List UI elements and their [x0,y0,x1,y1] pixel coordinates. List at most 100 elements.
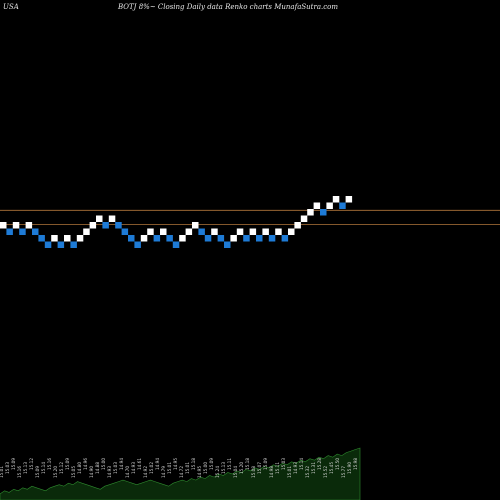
volume-label-27: 14.94 [155,458,160,470]
renko-brick-2 [6,228,13,235]
volume-area [0,447,361,500]
renko-brick-42 [262,228,269,235]
renko-brick-5 [25,222,33,229]
renko-brick-55 [345,196,353,203]
renko-brick-31 [192,222,199,229]
renko-brick-33 [204,235,212,242]
renko-brick-49 [307,209,314,216]
volume-label-13: 15.05 [71,466,76,478]
renko-brick-11 [64,235,71,242]
volume-label-23: 14.93 [131,462,136,474]
renko-brick-7 [38,235,45,242]
renko-brick-29 [179,235,186,242]
volume-label-34: 14.95 [197,466,202,478]
renko-brick-44 [275,228,282,235]
volume-label-60: 15.98 [353,458,358,470]
volume-label-49: 15.01 [287,466,292,478]
renko-brick-25 [153,235,161,242]
renko-brick-40 [249,228,257,235]
renko-brick-6 [32,228,39,235]
renko-brick-53 [332,196,340,203]
volume-label-25: 14.92 [143,466,148,478]
volume-label-1: 15.01 [0,466,4,478]
volume-label-40: 15.04 [233,466,238,478]
renko-brick-45 [281,235,289,242]
renko-brick-32 [198,228,205,235]
renko-brick-9 [51,235,58,242]
volume-label-8: 15.14 [41,462,46,474]
volume-label-7: 15.09 [35,466,40,478]
volume-label-17: 14.88 [95,462,100,474]
renko-brick-8 [44,241,52,248]
volume-label-48: 15.03 [281,458,286,470]
volume-label-56: 15.45 [329,462,334,474]
volume-label-50: 14.93 [293,462,298,474]
renko-brick-26 [160,228,167,235]
volume-label-35: 15.00 [203,462,208,474]
volume-label-21: 14.94 [119,458,124,470]
renko-brick-37 [230,235,237,242]
renko-brick-52 [326,202,333,209]
renko-brick-12 [70,241,77,248]
volume-label-19: 14.93 [107,466,112,478]
volume-label-9: 15.16 [47,458,52,470]
renko-brick-20 [121,228,129,235]
renko-brick-24 [147,228,154,235]
volume-label-51: 15.14 [299,458,304,470]
volume-label-33: 15.18 [191,458,196,470]
volume-label-53: 15.31 [311,462,316,474]
volume-label-2: 15.03 [5,462,10,474]
volume-label-20: 15.03 [113,462,118,474]
volume-label-36: 15.09 [209,458,214,470]
volume-label-31: 14.72 [179,466,184,478]
renko-brick-47 [294,222,301,229]
volume-label-29: 15.01 [167,462,172,474]
volume-label-3: 15.09 [11,458,16,470]
volume-label-59: 15.90 [347,462,352,474]
renko-brick-34 [211,228,218,235]
volume-label-26: 15.02 [149,462,154,474]
volume-label-11: 15.12 [59,462,64,474]
renko-brick-39 [243,235,250,242]
volume-label-58: 15.77 [341,466,346,478]
renko-brick-10 [57,241,65,248]
volume-label-30: 14.95 [173,458,178,470]
volume-label-32: 15.01 [185,462,190,474]
volume-label-12: 15.09 [65,458,70,470]
renko-brick-21 [128,235,135,242]
renko-brick-3 [12,222,20,229]
volume-label-41: 15.20 [239,462,244,474]
renko-brick-15 [89,222,97,229]
volume-label-22: 14.70 [125,466,130,478]
market-label: USA [3,3,19,11]
volume-label-57: 15.50 [335,458,340,470]
renko-brick-4 [19,228,26,235]
renko-brick-1 [0,222,7,229]
renko-brick-30 [185,228,193,235]
volume-label-6: 15.12 [29,458,34,470]
volume-label-28: 14.79 [161,466,166,478]
volume-label-45: 15.09 [263,458,268,470]
renko-brick-27 [166,235,173,242]
volume-label-46: 14.98 [269,466,274,478]
volume-label-5: 15.13 [23,462,28,474]
volume-label-38: 15.13 [221,462,226,474]
renko-brick-18 [108,215,116,222]
renko-brick-16 [96,215,103,222]
volume-label-54: 15.28 [317,458,322,470]
renko-brick-41 [256,235,263,242]
renko-brick-38 [236,228,244,235]
volume-label-16: 14.90 [89,466,94,478]
volume-label-15: 14.96 [83,458,88,470]
volume-label-14: 14.80 [77,462,82,474]
volume-label-55: 15.52 [323,466,328,478]
renko-brick-19 [115,222,122,229]
volume-label-43: 15.08 [251,466,256,478]
volume-label-44: 15.07 [257,462,262,474]
renko-brick-13 [76,235,84,242]
renko-brick-22 [134,241,141,248]
renko-brick-48 [300,215,308,222]
renko-brick-46 [288,228,295,235]
renko-brick-14 [83,228,90,235]
